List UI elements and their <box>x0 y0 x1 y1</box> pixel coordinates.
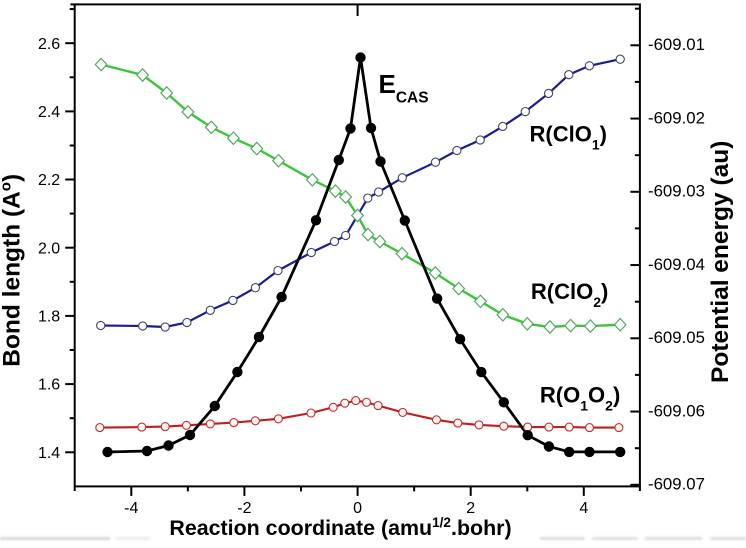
svg-text:2.2: 2.2 <box>38 172 60 189</box>
svg-text:-609.05: -609.05 <box>648 328 705 347</box>
svg-text:4: 4 <box>579 500 588 517</box>
svg-text:0: 0 <box>353 500 362 517</box>
svg-text:Potential energy (au): Potential energy (au) <box>707 141 734 383</box>
svg-text:-2: -2 <box>237 500 251 517</box>
svg-text:1.8: 1.8 <box>38 309 60 326</box>
svg-text:-609.01: -609.01 <box>648 35 705 54</box>
svg-text:2: 2 <box>466 500 475 517</box>
svg-text:-609.04: -609.04 <box>648 255 705 274</box>
svg-text:-609.02: -609.02 <box>648 108 705 127</box>
svg-text:2.6: 2.6 <box>38 36 60 53</box>
svg-text:-609.07: -609.07 <box>648 475 705 494</box>
svg-text:-609.03: -609.03 <box>648 182 705 201</box>
svg-text:Bond length (Ao): Bond length (Ao) <box>0 174 26 367</box>
svg-text:1.6: 1.6 <box>38 377 60 394</box>
svg-text:-609.06: -609.06 <box>648 401 705 420</box>
svg-text:-4: -4 <box>124 500 138 517</box>
svg-text:Reaction coordinate (amu1/2.bo: Reaction coordinate (amu1/2.bohr) <box>169 515 511 540</box>
svg-text:2.4: 2.4 <box>38 104 60 121</box>
svg-text:2.0: 2.0 <box>38 240 60 257</box>
svg-text:1.4: 1.4 <box>38 445 60 462</box>
